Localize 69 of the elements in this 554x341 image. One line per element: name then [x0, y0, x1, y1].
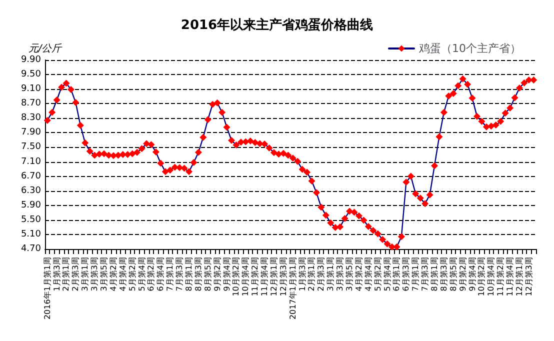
- x-tick-label: 7月第1周: [166, 257, 175, 292]
- x-tick-label: 4月第4周: [364, 257, 373, 292]
- x-tick-label: 8月第5周: [448, 257, 458, 292]
- x-tick-label: 12月第1周: [514, 257, 524, 296]
- x-tick-label: 3月第1周: [80, 257, 90, 292]
- x-tick-label: 2016年1月第1周: [42, 257, 52, 320]
- x-tick-label: 8月第3周: [439, 257, 448, 292]
- x-tick-label: 7月第3周: [420, 257, 430, 292]
- x-tick-label: 1月第3周: [298, 257, 307, 292]
- y-tick-label: 9.10: [20, 84, 42, 94]
- x-tick-label: 8月第1周: [430, 257, 439, 292]
- y-tick-label: 8.70: [20, 98, 42, 109]
- y-tick-label: 7.90: [20, 128, 42, 138]
- x-tick-label: 2017年1月第1周: [288, 257, 298, 320]
- x-tick-label: 2月第3周: [71, 257, 80, 292]
- x-tick-label: 7月第3周: [175, 257, 184, 292]
- x-tick-label: 3月第1周: [326, 257, 336, 292]
- x-tick-label: 12月第3周: [278, 257, 288, 296]
- x-tick-label: 7月第1周: [411, 257, 420, 292]
- x-tick-label: 10月第4周: [241, 257, 250, 296]
- x-tick-label: 12月第3周: [524, 257, 534, 296]
- x-tick-label: 6月第2周: [146, 257, 156, 292]
- chart-title: 2016年以来主产省鸡蛋价格曲线: [180, 17, 374, 33]
- x-tick-label: 3月第5周: [345, 257, 354, 292]
- x-tick-label: 5月第4周: [137, 257, 146, 292]
- x-tick-label: 9月第2周: [212, 257, 222, 292]
- y-tick-label: 5.10: [20, 229, 42, 240]
- y-tick-label: 5.50: [20, 214, 42, 225]
- x-tick-label: 4月第2周: [354, 257, 364, 292]
- y-tick-label: 6.30: [20, 186, 42, 196]
- x-tick-label: 11月第4周: [260, 257, 270, 296]
- y-tick-label: 6.70: [20, 171, 42, 182]
- x-tick-label: 2月第3周: [316, 257, 326, 292]
- x-tick-label: 5月第2周: [128, 257, 137, 292]
- x-tick-label: 2月第1周: [62, 257, 71, 292]
- x-tick-label: 8月第5周: [203, 257, 212, 292]
- x-tick-label: 12月第1周: [269, 257, 278, 296]
- x-tick-label: 9月第4周: [222, 257, 232, 292]
- legend-label: 鸡蛋（10个主产省）: [418, 42, 522, 55]
- x-tick-label: 10月第2周: [477, 257, 486, 296]
- x-tick-label: 11月第2周: [496, 257, 506, 296]
- x-tick-label: 6月第1周: [392, 257, 402, 292]
- x-tick-label: 1月第3周: [52, 257, 62, 292]
- x-tick-label: 2月第1周: [307, 257, 316, 292]
- y-tick-label: 4.70: [20, 244, 42, 254]
- x-tick-label: 10月第4周: [486, 257, 496, 296]
- y-tick-label: 7.10: [20, 156, 42, 167]
- x-tick-label: 10月第2周: [232, 257, 241, 296]
- x-tick-label: 9月第4周: [468, 257, 477, 292]
- x-tick-label: 3月第3周: [336, 257, 345, 292]
- x-tick-label: 5月第4周: [382, 257, 392, 292]
- y-tick-label: 7.50: [20, 142, 42, 152]
- y-tick-label: 9.50: [20, 70, 42, 80]
- x-tick-label: 11月第4周: [506, 257, 515, 296]
- y-tick-label: 9.90: [20, 55, 42, 65]
- x-tick-label: 6月第3周: [402, 257, 411, 292]
- x-tick-label: 3月第5周: [100, 257, 109, 292]
- x-tick-label: 9月第2周: [458, 257, 468, 292]
- x-tick-label: 5月第2周: [373, 257, 382, 292]
- x-tick-label: 6月第4周: [156, 257, 166, 292]
- x-tick-label: 4月第2周: [108, 257, 118, 292]
- x-tick-label: 4月第4周: [118, 257, 128, 292]
- y-tick-label: 8.30: [20, 113, 42, 124]
- x-tick-label: 8月第3周: [194, 257, 203, 292]
- x-tick-label: 11月第2周: [250, 257, 260, 296]
- x-tick-label: 8月第1周: [184, 257, 194, 292]
- y-axis-title: 元/公斤: [28, 42, 63, 54]
- y-tick-label: 5.90: [20, 200, 42, 210]
- x-tick-label: 3月第3周: [90, 257, 100, 292]
